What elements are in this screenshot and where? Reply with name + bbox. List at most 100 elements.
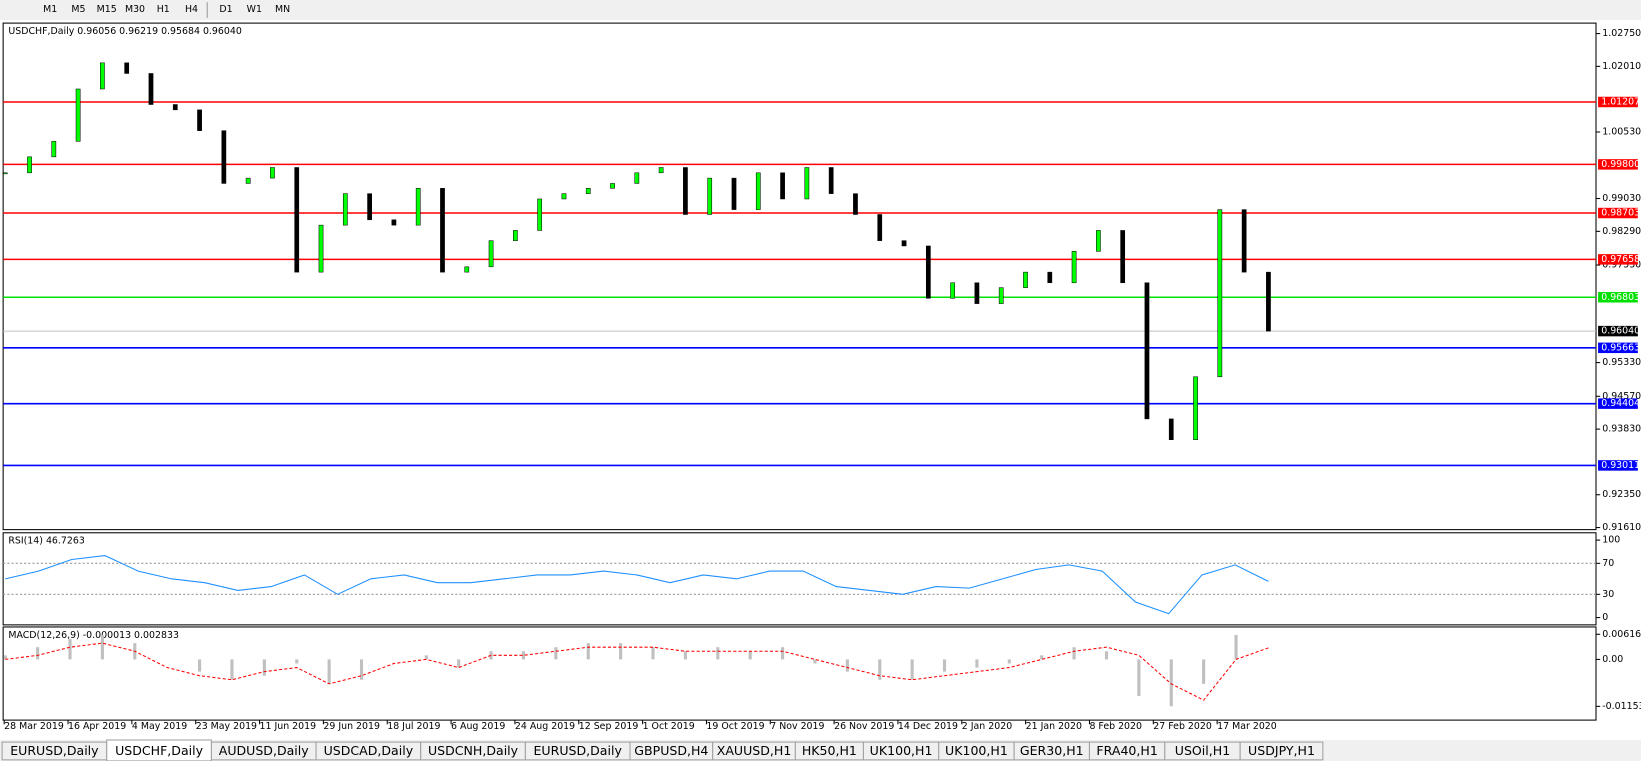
tab[interactable]: USOil,H1 [1164, 741, 1241, 761]
tab-label: UK100,H1 [870, 743, 933, 758]
y-tick-label: 0.95330 [1602, 357, 1641, 368]
tab[interactable]: USDCAD,Daily [315, 741, 422, 761]
tab[interactable]: AUDUSD,Daily [210, 741, 317, 761]
tab[interactable]: XAUUSD,H1 [712, 741, 796, 761]
candle [537, 198, 543, 231]
x-tick-label: 4 May 2019 [132, 721, 187, 732]
x-tick-label: 27 Feb 2020 [1153, 721, 1212, 732]
x-tick-label: 28 Mar 2019 [4, 721, 64, 732]
level-label: 0.98703 [1601, 208, 1640, 219]
tab-label: AUDUSD,Daily [219, 743, 310, 758]
candle [221, 130, 227, 184]
tab-label: EURUSD,Daily [10, 743, 99, 758]
level-box [1598, 96, 1638, 108]
y-tick-label: 0 [1602, 612, 1608, 623]
candle [731, 177, 737, 210]
candle [658, 167, 664, 174]
tab[interactable]: USDCHF,Daily [106, 739, 212, 762]
candle [1168, 418, 1174, 441]
level-label: 0.93011 [1601, 460, 1640, 471]
y-tick-label: 0.92350 [1602, 489, 1641, 500]
tab[interactable]: USDCNH,Daily [420, 741, 526, 761]
x-tick-label: 16 Apr 2019 [68, 721, 126, 732]
timeframe-button[interactable]: M1 [43, 4, 57, 15]
tab[interactable]: FRA40,H1 [1088, 741, 1166, 761]
tab[interactable]: EURUSD,Daily [524, 741, 631, 761]
signal-line [5, 642, 1269, 701]
level-box [1598, 460, 1638, 471]
tab[interactable]: UK100,H1 [938, 741, 1015, 761]
candle [950, 282, 955, 299]
timeframe-button[interactable]: H1 [157, 4, 170, 15]
candle [318, 224, 324, 273]
tab-label: EURUSD,Daily [534, 743, 623, 758]
candle [610, 183, 615, 189]
candle [755, 172, 761, 210]
y-tick-label: 0.93830 [1602, 424, 1641, 435]
candle [1071, 251, 1077, 284]
tab-label: XAUUSD,H1 [717, 743, 792, 758]
timeframe-button[interactable]: M5 [71, 4, 85, 15]
timeframe-button[interactable]: M30 [125, 4, 145, 15]
candle [1120, 230, 1126, 284]
candle [1023, 271, 1028, 288]
candle [124, 62, 130, 74]
level-box [1598, 292, 1638, 303]
y-tick-label: 0.91610 [1602, 522, 1641, 533]
tab[interactable]: HK50,H1 [794, 741, 864, 761]
candle [1217, 209, 1223, 378]
candle [391, 219, 397, 226]
timeframe-button[interactable]: W1 [247, 4, 262, 15]
candle [270, 167, 275, 179]
candle [294, 167, 300, 273]
tab-label: USOil,H1 [1175, 743, 1230, 758]
timeframe-button[interactable]: D1 [219, 4, 232, 15]
level-box [1598, 207, 1638, 219]
x-tick-label: 26 Nov 2019 [834, 721, 894, 732]
candle [998, 287, 1004, 304]
candle [415, 188, 421, 226]
candle [488, 240, 494, 268]
level-box [1598, 159, 1638, 170]
candle [707, 177, 713, 215]
x-tick-label: 6 Aug 2019 [451, 721, 505, 732]
timeframe-button[interactable]: H4 [185, 4, 198, 15]
level-label: 0.96803 [1601, 292, 1640, 303]
level-label: 0.95663 [1601, 342, 1640, 353]
level-label: 0.97658 [1601, 254, 1640, 265]
y-tick-label: 0.98290 [1602, 226, 1641, 237]
y-tick-label: -0.011531 [1602, 701, 1641, 712]
x-tick-label: 14 Dec 2019 [898, 721, 958, 732]
y-tick-label: 0.97530 [1602, 260, 1641, 271]
candle [342, 193, 348, 226]
tab[interactable]: GER30,H1 [1013, 741, 1090, 761]
current-price-box [1598, 325, 1638, 337]
y-tick-label: 1.02010 [1602, 61, 1641, 72]
tab-label: GER30,H1 [1020, 743, 1084, 758]
tab[interactable]: USDJPY,H1 [1239, 741, 1324, 761]
candle [1144, 282, 1150, 420]
level-label: 1.01207 [1601, 96, 1640, 107]
tab-label: HK50,H1 [802, 743, 857, 758]
panel-title: USDCHF,Daily 0.96056 0.96219 0.95684 0.9… [8, 26, 242, 37]
tab-label: USDCNH,Daily [428, 743, 519, 758]
timeframe-button[interactable]: M15 [97, 4, 117, 15]
panel-title: RSI(14) 46.7263 [8, 536, 84, 547]
candle [901, 240, 907, 247]
current-price-label: 0.96040 [1601, 326, 1640, 337]
tab[interactable]: UK100,H1 [862, 741, 940, 761]
timeframe-button[interactable]: MN [275, 4, 290, 15]
y-tick-label: 70 [1602, 558, 1614, 569]
level-label: 0.94404 [1601, 398, 1640, 409]
x-tick-label: 2 Jan 2020 [962, 721, 1012, 732]
y-tick-label: 0.99030 [1602, 193, 1641, 204]
tab-label: FRA40,H1 [1096, 743, 1157, 758]
level-box [1598, 398, 1638, 409]
x-tick-label: 24 Aug 2019 [515, 721, 575, 732]
tab[interactable]: GBPUSD,H4 [629, 741, 714, 761]
candle [172, 104, 178, 111]
candle [585, 188, 591, 194]
candle [804, 167, 810, 200]
tab[interactable]: EURUSD,Daily [1, 741, 108, 761]
